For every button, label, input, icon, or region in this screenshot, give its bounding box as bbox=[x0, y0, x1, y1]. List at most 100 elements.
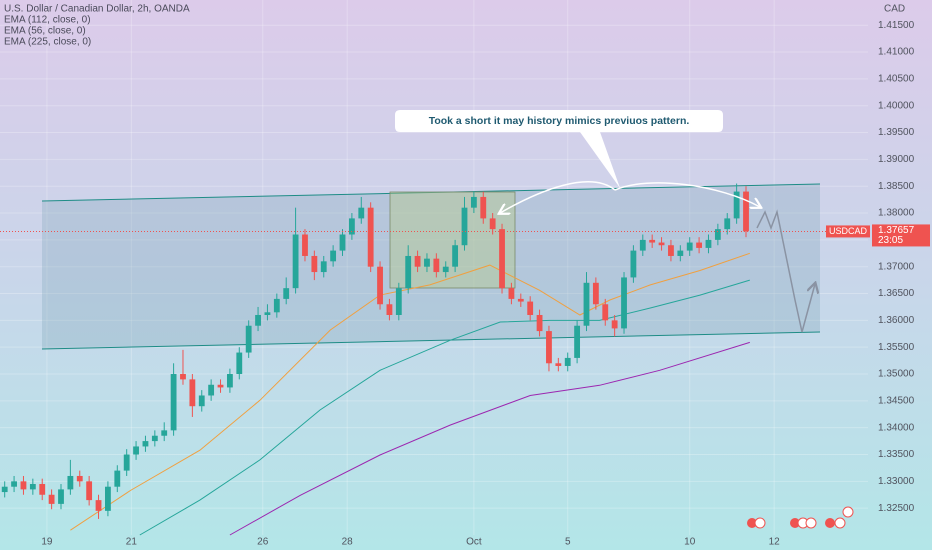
candle-body bbox=[170, 374, 177, 431]
price-badge bbox=[872, 224, 930, 247]
legend: U.S. Dollar / Canadian Dollar, 2h, OANDA… bbox=[4, 4, 190, 48]
candle-body bbox=[311, 255, 318, 273]
candle-body bbox=[621, 277, 627, 329]
candle-body bbox=[39, 484, 46, 495]
candle-body bbox=[527, 301, 534, 315]
y-tick-label: 1.38000 bbox=[878, 208, 915, 219]
candle-body bbox=[377, 266, 383, 305]
candle-body bbox=[639, 239, 646, 251]
candle-body bbox=[151, 435, 158, 442]
y-tick-label: 1.35000 bbox=[878, 369, 915, 380]
candle-body bbox=[48, 494, 55, 504]
candle-body bbox=[67, 475, 74, 490]
candle-body bbox=[133, 446, 139, 455]
legend-entry: EMA (56, close, 0) bbox=[4, 26, 86, 37]
candle-body bbox=[395, 288, 402, 315]
candle-body bbox=[367, 207, 374, 267]
y-tick-label: 1.35500 bbox=[878, 342, 915, 353]
candle-body bbox=[105, 486, 111, 511]
x-tick-label: 5 bbox=[565, 537, 571, 548]
candle-body bbox=[470, 196, 477, 208]
candle-body bbox=[273, 298, 280, 313]
y-tick-label: 1.40500 bbox=[878, 74, 915, 85]
x-tick-label: Oct bbox=[466, 537, 482, 548]
x-tick-label: 28 bbox=[342, 537, 354, 548]
x-tick-label: 12 bbox=[769, 537, 781, 548]
candle-body bbox=[11, 481, 17, 487]
candle-body bbox=[536, 314, 543, 332]
y-tick-label: 1.36000 bbox=[878, 315, 915, 326]
candle-body bbox=[714, 229, 721, 240]
candle-body bbox=[283, 288, 290, 299]
candle-body bbox=[86, 481, 93, 501]
y-tick-label: 1.36500 bbox=[878, 288, 915, 299]
candle-body bbox=[677, 250, 684, 256]
candle-body bbox=[461, 207, 468, 246]
y-tick-label: 1.38500 bbox=[878, 181, 915, 192]
candle-body bbox=[724, 218, 731, 230]
history-arrow bbox=[614, 182, 760, 207]
candle-body bbox=[217, 384, 224, 388]
candle-body bbox=[330, 250, 337, 262]
candle-body bbox=[733, 191, 740, 219]
y-tick-label: 1.33000 bbox=[878, 476, 915, 487]
y-tick-label: 1.32500 bbox=[878, 503, 915, 514]
candle-body bbox=[292, 234, 299, 289]
x-tick-label: 10 bbox=[684, 537, 696, 548]
candle-body bbox=[424, 258, 430, 267]
candle-body bbox=[489, 218, 496, 230]
candle-body bbox=[358, 207, 365, 219]
y-tick-label: 1.41000 bbox=[878, 47, 915, 58]
annotation: Took a short it may history mimics previ… bbox=[429, 115, 690, 127]
candle-body bbox=[630, 250, 637, 278]
candle-body bbox=[142, 441, 149, 447]
candle-body bbox=[668, 245, 674, 256]
candle-body bbox=[20, 481, 27, 490]
candle-body bbox=[649, 239, 656, 243]
candle-body bbox=[602, 304, 609, 321]
legend-entry: EMA (225, close, 0) bbox=[4, 37, 91, 48]
projection bbox=[756, 209, 815, 333]
candle-body bbox=[58, 489, 64, 504]
currency: CAD bbox=[884, 4, 905, 15]
ema-line bbox=[139, 279, 750, 536]
event-icons bbox=[747, 506, 854, 529]
candle-body bbox=[508, 288, 515, 299]
candle-body bbox=[29, 484, 36, 490]
candle-body bbox=[611, 320, 618, 329]
candle-body bbox=[499, 229, 505, 289]
y-tick-label: 1.40000 bbox=[878, 100, 915, 111]
candle-body bbox=[583, 282, 590, 326]
candle-body bbox=[339, 234, 346, 251]
candle-body bbox=[1, 486, 8, 493]
legend-title: U.S. Dollar / Canadian Dollar, 2h, OANDA bbox=[4, 4, 190, 15]
callout bbox=[395, 110, 723, 188]
candle-body bbox=[114, 470, 121, 487]
candle-body bbox=[255, 314, 261, 326]
candle-body bbox=[236, 352, 243, 375]
candle-body bbox=[414, 255, 421, 267]
candle-body bbox=[180, 374, 186, 380]
y-tick-label: 1.34500 bbox=[878, 395, 915, 406]
symbol-badge bbox=[826, 225, 870, 238]
candle-body bbox=[564, 357, 571, 366]
candle-body bbox=[302, 234, 308, 256]
candle-body bbox=[574, 325, 581, 358]
candle-body bbox=[442, 266, 449, 273]
x-tick-label: 26 bbox=[257, 537, 269, 548]
candle-body bbox=[95, 500, 102, 511]
y-tick-label: 1.37000 bbox=[878, 261, 915, 272]
candle-body bbox=[705, 239, 712, 248]
x-tick-label: 21 bbox=[126, 537, 138, 548]
candle-body bbox=[161, 430, 168, 436]
candle-body bbox=[658, 242, 665, 246]
countdown-label: 23:05 bbox=[878, 235, 903, 246]
candle-body bbox=[592, 282, 599, 305]
candle-body bbox=[555, 363, 562, 366]
candle-body bbox=[405, 255, 412, 289]
candle-body bbox=[452, 245, 459, 267]
candle-body bbox=[76, 475, 83, 482]
plot bbox=[0, 183, 868, 536]
